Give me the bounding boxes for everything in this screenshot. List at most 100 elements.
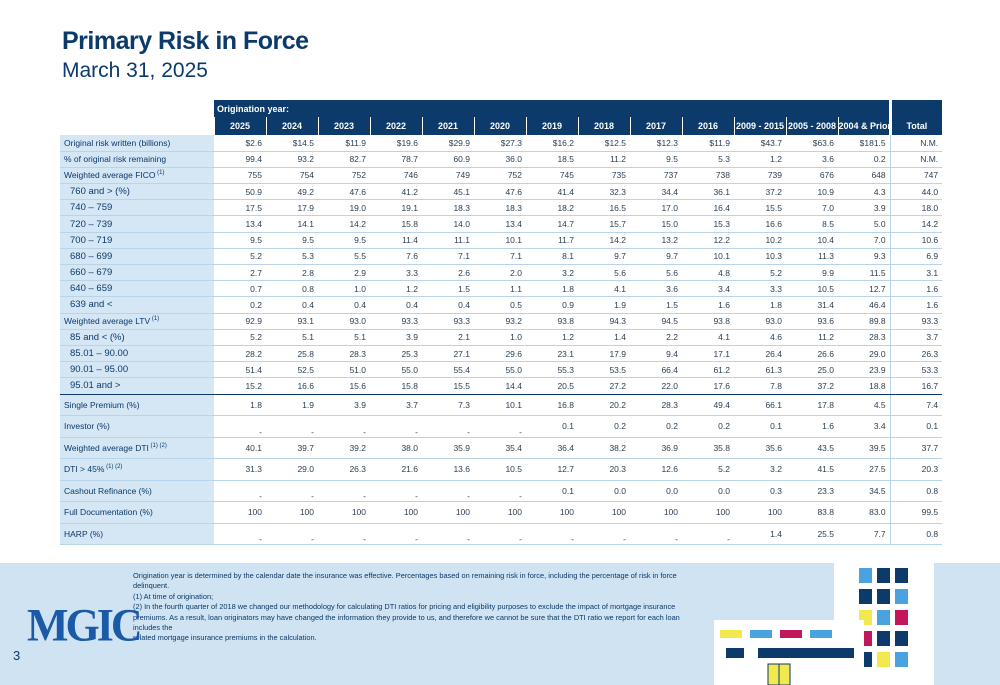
table-cell: 38.2 <box>578 437 630 459</box>
table-cell: 93.3 <box>422 313 474 330</box>
table-cell: 18.5 <box>526 151 578 168</box>
table-cell: 31.3 <box>214 458 266 481</box>
row-label: Weighted average DTI (1) (2) <box>60 437 214 459</box>
table-row: Investor (%) - - - - - -0.1 0.2 0.2 0.2 0.1 1.6 3.4 0… <box>60 415 943 438</box>
table-cell: 14.1 <box>266 215 318 233</box>
table-cell: 676 <box>786 167 838 185</box>
table-cell: 7.3 <box>422 394 474 416</box>
table-cell: 3.3 <box>370 264 422 282</box>
table-cell: 1.2 <box>734 151 786 168</box>
table-row: Weighted average LTV (1) 92.9 93.1 93.0 93.3… <box>60 313 943 330</box>
table-cell: 5.2 <box>214 329 266 346</box>
row-label: Weighted average LTV (1) <box>60 313 214 330</box>
table-cell: 14.2 <box>889 215 943 233</box>
table-cell: $181.5 <box>838 135 891 152</box>
table-cell: 29.0 <box>838 345 891 363</box>
origination-year-header: Origination year: <box>214 100 891 117</box>
table-cell: 0.0 <box>578 480 630 502</box>
table-cell: 1.9 <box>578 296 630 314</box>
table-cell: 0.1 <box>734 415 786 438</box>
table-cell: $12.5 <box>578 135 630 152</box>
table-cell: 93.2 <box>474 313 526 330</box>
table-cell: - <box>474 523 526 545</box>
table-cell: 20.5 <box>526 377 578 395</box>
table-cell: 7.1 <box>422 248 474 266</box>
table-cell: 28.3 <box>838 329 891 346</box>
table-cell: 25.8 <box>266 345 318 363</box>
table-row: Original risk written (billions) $2.6 $14.… <box>60 135 943 152</box>
table-cell: 9.7 <box>578 248 630 266</box>
table-cell: $27.3 <box>474 135 526 152</box>
table-cell: 60.9 <box>422 151 474 168</box>
table-row: 640 – 659 0.7 0.8 1.0 1.2 1.5 1.1 1.8 4.1 3.6 3.4 3… <box>60 280 943 298</box>
table-cell: 89.8 <box>838 313 891 330</box>
table-cell: 49.2 <box>266 183 318 201</box>
table-cell: - <box>266 480 318 502</box>
table-cell: 26.3 <box>889 345 943 363</box>
table-cell: 755 <box>214 167 266 185</box>
table-cell: 36.9 <box>630 437 682 459</box>
table-cell: - <box>474 415 526 438</box>
footnote-line: (2) In the fourth quarter of 2018 we cha… <box>133 602 676 612</box>
table-cell: 41.2 <box>370 183 422 201</box>
table-cell: 0.9 <box>526 296 578 314</box>
table-row: 85 and < (%) 5.2 5.1 5.1 3.9 2.1 1.0 1.2 1.4 2.2 4… <box>60 329 943 346</box>
table-cell: 93.6 <box>786 313 838 330</box>
table-cell: 25.0 <box>786 361 838 379</box>
table-cell: 7.8 <box>734 377 786 395</box>
table-cell: 100 <box>422 501 474 524</box>
table-cell: 27.5 <box>838 458 891 481</box>
table-cell: 3.3 <box>734 280 786 298</box>
row-label: 680 – 699 <box>60 248 214 266</box>
table-cell: 39.2 <box>318 437 370 459</box>
table-cell: 93.3 <box>889 313 943 330</box>
table-cell: 34.4 <box>630 183 682 201</box>
table-cell: 11.4 <box>370 232 422 249</box>
table-cell: 38.0 <box>370 437 422 459</box>
table-cell: 0.4 <box>422 296 474 314</box>
table-cell: 16.5 <box>578 199 630 217</box>
table-cell: 15.7 <box>578 215 630 233</box>
table-cell: 0.3 <box>734 480 786 502</box>
table-cell: 40.1 <box>214 437 266 459</box>
table-cell: 1.6 <box>682 296 734 314</box>
table-cell: 18.3 <box>422 199 474 217</box>
column-header: 2009 - 2015 <box>733 117 786 135</box>
column-header: 2023 <box>317 117 370 135</box>
table-cell: 23.1 <box>526 345 578 363</box>
table-row: % of original risk remaining 99.4 93.2 82.7… <box>60 151 943 168</box>
table-cell: 36.0 <box>474 151 526 168</box>
table-cell: 18.2 <box>526 199 578 217</box>
row-label: 700 – 719 <box>60 232 214 249</box>
footnote-line: related mortgage insurance premiums in t… <box>133 633 317 643</box>
table-cell: 1.5 <box>630 296 682 314</box>
table-cell: 100 <box>682 501 734 524</box>
table-cell: 0.1 <box>889 415 943 438</box>
table-cell: 10.5 <box>786 280 838 298</box>
table-cell: 19.0 <box>318 199 370 217</box>
table-cell: 55.4 <box>422 361 474 379</box>
table-cell: 747 <box>889 167 943 185</box>
table-cell: 15.0 <box>630 215 682 233</box>
table-cell: 15.8 <box>370 215 422 233</box>
table-cell: $2.6 <box>214 135 266 152</box>
table-cell: - <box>214 523 266 545</box>
table-cell: 1.8 <box>214 394 266 416</box>
table-cell: 44.0 <box>889 183 943 201</box>
header-spacer <box>60 100 214 117</box>
table-cell: 32.3 <box>578 183 630 201</box>
table-cell: - <box>578 523 630 545</box>
table-cell: 47.6 <box>318 183 370 201</box>
table-cell: 7.6 <box>370 248 422 266</box>
table-cell: 51.0 <box>318 361 370 379</box>
table-row: 90.01 – 95.00 51.4 52.5 51.0 55.0 55.4 55.0 55.… <box>60 361 943 379</box>
table-cell: 14.0 <box>422 215 474 233</box>
table-cell: 16.7 <box>889 377 943 395</box>
table-cell: $11.9 <box>682 135 734 152</box>
mgic-logo: MGIC <box>27 599 143 652</box>
table-cell: 17.9 <box>578 345 630 363</box>
row-label: 95.01 and > <box>60 377 214 395</box>
table-cell: 8.1 <box>526 248 578 266</box>
table-row: 639 and <0.2 0.4 0.4 0.4 0.4 0.5 0.9 1.9 1.5 1.6 1… <box>60 296 943 314</box>
table-row: 85.01 – 90.00 28.2 25.8 28.3 25.3 27.1 29.6 23.… <box>60 345 943 363</box>
